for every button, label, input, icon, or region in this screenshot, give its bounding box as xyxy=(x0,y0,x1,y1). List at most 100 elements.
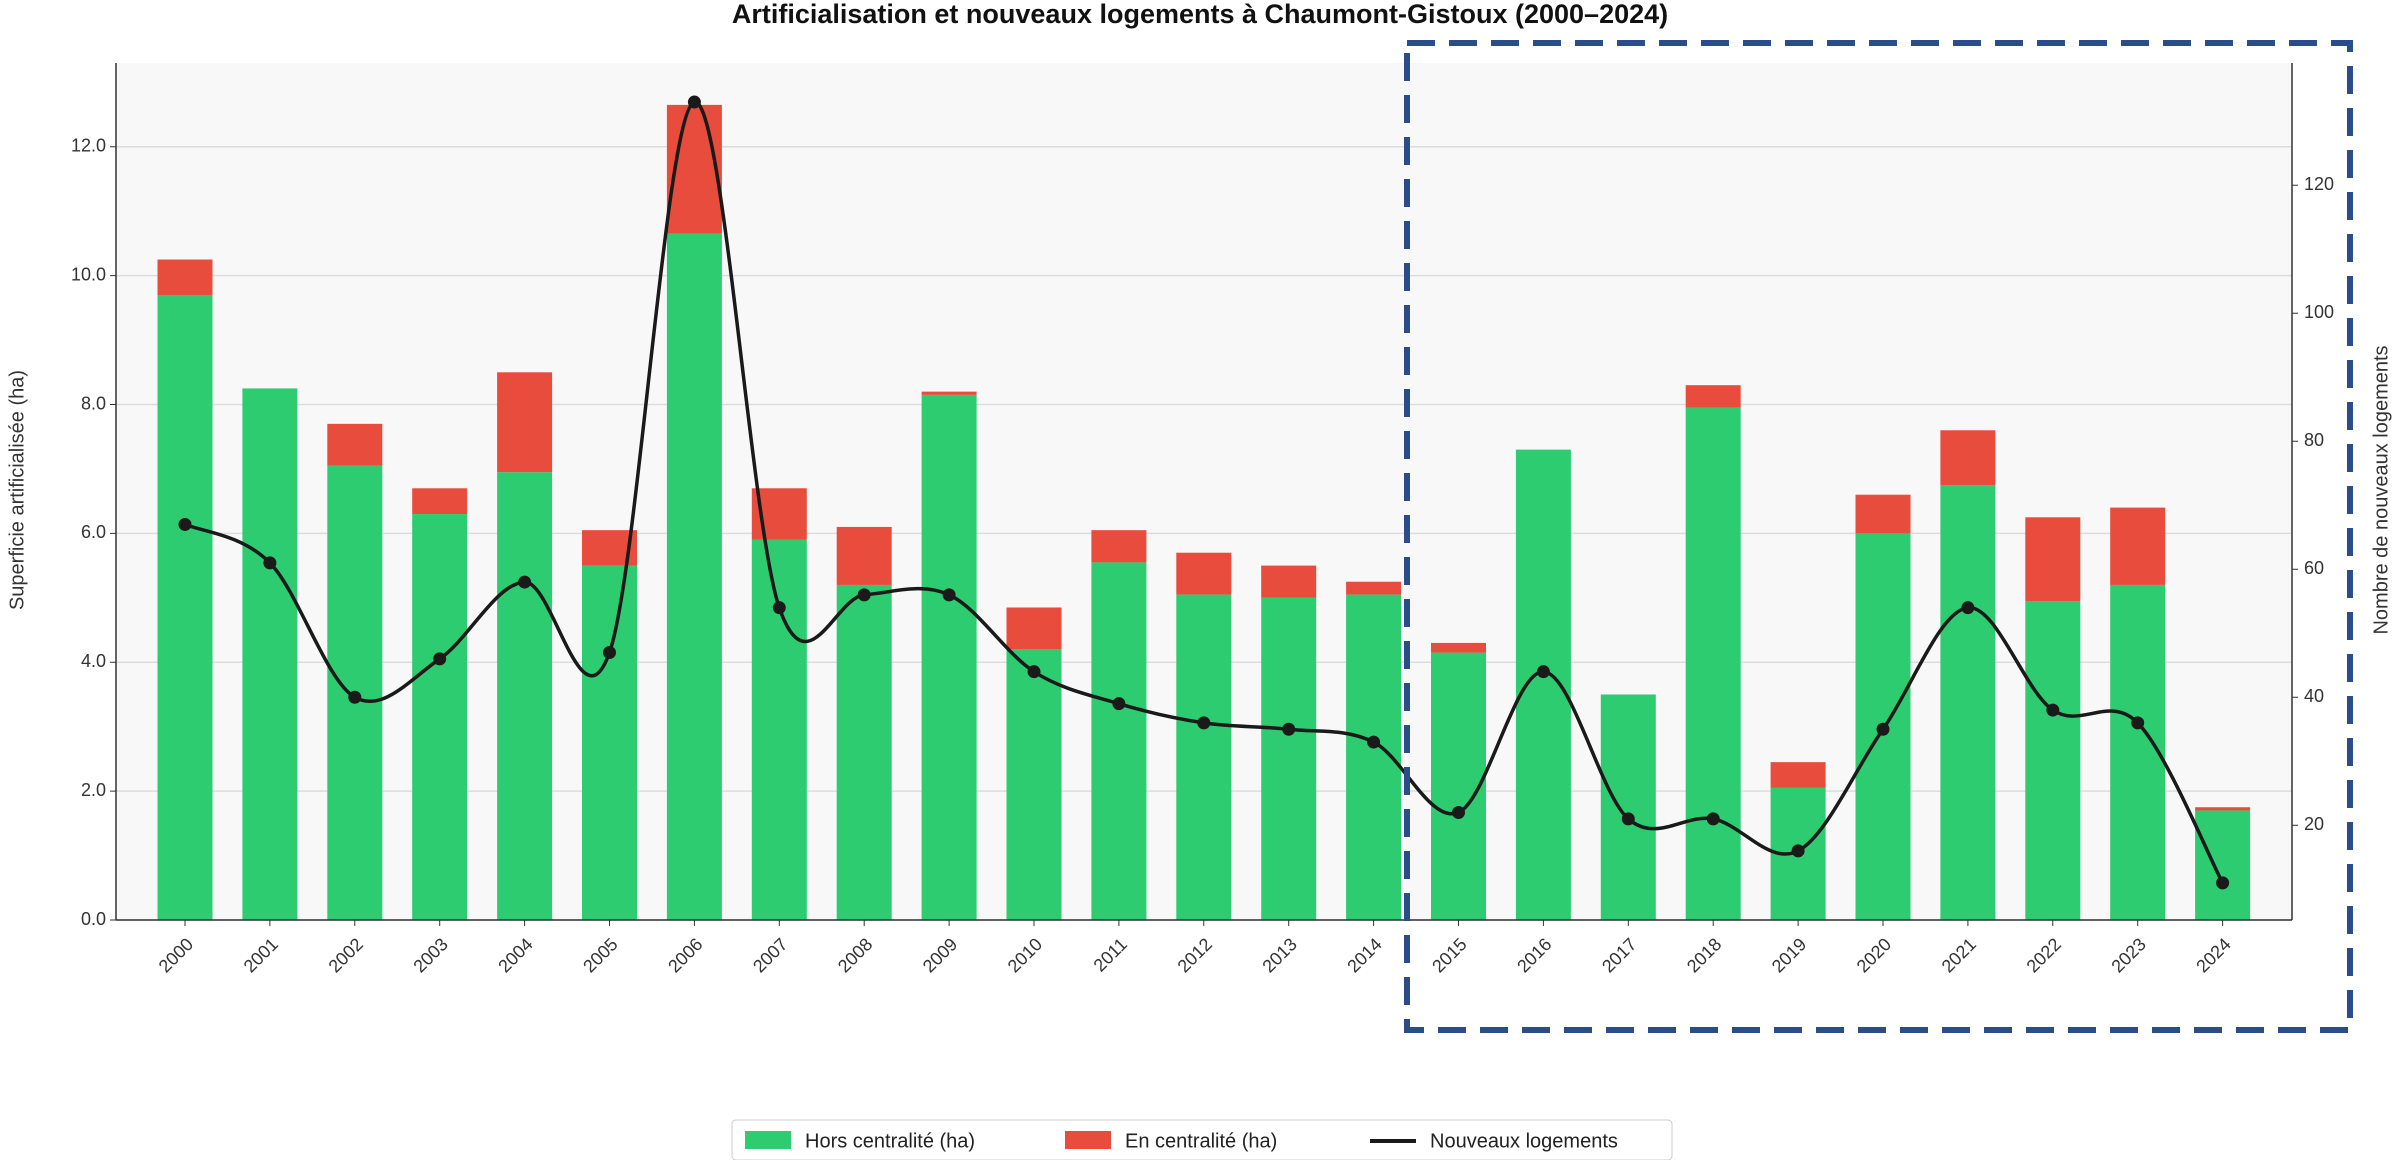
x-tick-label: 2022 xyxy=(2023,934,2065,976)
x-tick-label: 2006 xyxy=(664,934,706,976)
line-point xyxy=(687,95,701,109)
x-tick-label: 2007 xyxy=(749,934,791,976)
bar xyxy=(1176,552,1232,595)
y-tick-label: 6.0 xyxy=(81,522,106,542)
line-point xyxy=(518,575,532,589)
x-tick-label: 2021 xyxy=(1938,934,1980,976)
y-tick-label: 0.0 xyxy=(81,909,106,929)
y2-tick-label: 100 xyxy=(2304,302,2334,322)
line-point xyxy=(1112,697,1126,711)
y2-tick-label: 120 xyxy=(2304,174,2334,194)
line-point xyxy=(1961,601,1975,615)
bars xyxy=(157,104,2251,921)
line-point xyxy=(1536,665,1550,679)
line-point xyxy=(857,588,871,602)
bar xyxy=(1431,642,1486,653)
x-tick-label: 2001 xyxy=(240,934,282,976)
bar xyxy=(327,423,383,466)
line-point xyxy=(1876,722,1890,736)
bar xyxy=(1600,694,1656,920)
x-tick-label: 2020 xyxy=(1853,934,1895,976)
x-tick-label: 2005 xyxy=(579,934,621,976)
line-point xyxy=(263,556,277,570)
bar xyxy=(836,526,892,585)
bar xyxy=(1346,581,1402,595)
y-tick-label: 4.0 xyxy=(81,651,106,671)
line-point xyxy=(2046,703,2060,717)
legend-box xyxy=(731,1119,1673,1160)
bar xyxy=(157,259,213,295)
x-tick-label: 2016 xyxy=(1513,934,1555,976)
line-point xyxy=(1027,665,1041,679)
bar xyxy=(1940,485,1996,920)
x-tick-label: 2010 xyxy=(1004,934,1046,976)
line-point xyxy=(1367,735,1381,749)
bar xyxy=(1006,649,1062,920)
chart-title: Artificialisation et nouveaux logements … xyxy=(732,0,1668,29)
bar xyxy=(751,539,807,920)
x-tick-label: 2004 xyxy=(494,934,536,976)
line-point xyxy=(1197,716,1211,730)
y2-tick-label: 80 xyxy=(2304,430,2324,450)
bar xyxy=(1855,494,1911,534)
bar xyxy=(1685,407,1741,920)
bar xyxy=(412,514,468,920)
x-tick-label: 2015 xyxy=(1428,934,1470,976)
bar xyxy=(921,391,977,395)
bar xyxy=(2025,601,2081,920)
line-point xyxy=(942,588,956,602)
x-tick-label: 2000 xyxy=(155,934,197,976)
y-tick-label: 10.0 xyxy=(71,264,106,284)
line-point xyxy=(1282,722,1296,736)
lines xyxy=(178,95,2230,890)
line-point xyxy=(178,517,192,531)
bar xyxy=(412,488,468,515)
y-tick-label: 2.0 xyxy=(81,780,106,800)
x-tick-label: 2024 xyxy=(2192,934,2234,976)
bar xyxy=(1176,594,1232,920)
x-tick-label: 2012 xyxy=(1174,934,1216,976)
bar xyxy=(2195,807,2251,811)
x-tick-label: 2013 xyxy=(1258,934,1300,976)
bar xyxy=(2110,584,2166,920)
bar xyxy=(497,372,553,473)
bar xyxy=(1515,449,1571,920)
bar xyxy=(157,294,213,920)
bar xyxy=(836,584,892,920)
line-point xyxy=(1621,812,1635,826)
line-point xyxy=(603,645,616,659)
y2-tick-label: 40 xyxy=(2304,686,2324,706)
y-tick-label: 8.0 xyxy=(81,393,106,413)
x-tick-label: 2011 xyxy=(1090,934,1132,976)
legend-label: En centralité (ha) xyxy=(1125,1130,1277,1152)
x-tick-label: 2019 xyxy=(1768,934,1810,976)
x-tick-label: 2018 xyxy=(1683,934,1725,976)
x-tick-label: 2008 xyxy=(834,934,876,976)
bar xyxy=(921,394,977,921)
bar xyxy=(1940,430,1996,486)
bar xyxy=(1006,607,1062,650)
bar xyxy=(1261,597,1317,920)
bar xyxy=(242,388,298,921)
bar xyxy=(2110,507,2166,585)
x-tick-label: 2009 xyxy=(919,934,961,976)
bar xyxy=(2025,517,2081,602)
x-tick-label: 2023 xyxy=(2107,934,2149,976)
y2-axis-label: Nombre de nouveaux logements xyxy=(2370,345,2392,634)
legend: Hors centralité (ha) En centralité (ha) No… xyxy=(745,1130,1618,1152)
line-point xyxy=(1791,844,1805,858)
line-point xyxy=(2131,716,2145,730)
line-point xyxy=(348,690,362,704)
line-point xyxy=(772,601,786,615)
bar xyxy=(1431,652,1486,920)
legend-label: Hors centralité (ha) xyxy=(805,1130,975,1152)
y2-tick-label: 20 xyxy=(2304,814,2324,834)
bar xyxy=(582,565,637,920)
bar xyxy=(497,472,553,920)
bar xyxy=(1685,385,1741,408)
legend-swatch xyxy=(745,1131,791,1149)
x-tick-label: 2017 xyxy=(1598,934,1640,976)
x-tick-label: 2003 xyxy=(409,934,451,976)
y2-tick-label: 60 xyxy=(2304,558,2324,578)
bar xyxy=(1091,562,1147,920)
